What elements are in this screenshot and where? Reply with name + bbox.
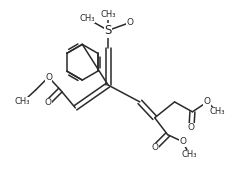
Text: O: O [45, 73, 52, 82]
Text: O: O [44, 98, 51, 107]
Text: CH₃: CH₃ [15, 97, 31, 106]
Text: O: O [179, 137, 186, 146]
Text: CH₃: CH₃ [100, 10, 116, 19]
Text: S: S [104, 24, 112, 37]
Text: O: O [126, 18, 133, 27]
Text: O: O [204, 97, 211, 106]
Text: O: O [188, 123, 195, 132]
Text: CH₃: CH₃ [79, 14, 95, 23]
Text: CH₃: CH₃ [210, 107, 225, 116]
Text: O: O [151, 143, 158, 152]
Text: CH₃: CH₃ [182, 150, 197, 159]
